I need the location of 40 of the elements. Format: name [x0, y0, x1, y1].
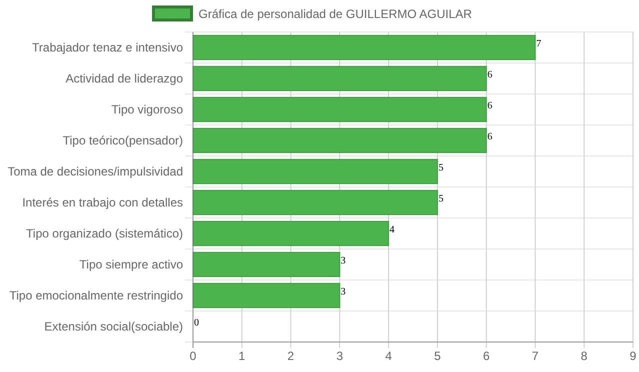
data-label: 6 — [487, 100, 492, 112]
bar — [192, 128, 487, 154]
bar — [192, 190, 438, 216]
y-tick-label: Extensión social(sociable) — [44, 320, 183, 334]
y-tick-label: Trabajador tenaz e intensivo — [32, 40, 184, 54]
data-label: 5 — [438, 194, 444, 204]
y-tick-label: Tipo emocionalmente restringido — [9, 288, 184, 302]
data-label: 7 — [536, 38, 542, 50]
x-tick-label: 6 — [482, 349, 490, 363]
y-tick-label: Tipo siempre activo — [79, 258, 184, 272]
legend-label: Gráfica de personalidad de GUILLERMO AGUILAR — [198, 7, 472, 21]
data-label: 3 — [340, 256, 346, 266]
x-tick-label: 5 — [434, 349, 442, 363]
data-label: 6 — [487, 132, 492, 142]
y-tick-label: Toma de decisiones/impulsividad — [8, 164, 183, 178]
data-label: 3 — [340, 286, 346, 298]
bar — [192, 158, 438, 184]
bar — [192, 34, 536, 60]
data-label: 5 — [438, 162, 444, 174]
y-tick-label: Tipo teórico(pensador) — [62, 134, 184, 148]
data-label: 0 — [194, 318, 199, 328]
y-tick-label: Tipo vigoroso — [111, 102, 184, 116]
bar — [192, 220, 390, 246]
x-tick-label: 2 — [287, 349, 294, 363]
bar — [192, 66, 487, 92]
x-tick-label: 3 — [336, 349, 344, 363]
x-tick-label: 8 — [580, 349, 588, 363]
bar — [192, 96, 487, 122]
x-tick-label: 9 — [630, 349, 637, 363]
bar — [192, 252, 340, 278]
y-tick-label: Tipo organizado (sistemático) — [26, 226, 183, 240]
x-tick-label: 1 — [238, 349, 246, 363]
data-label: 6 — [487, 70, 492, 80]
x-tick-label: 4 — [385, 349, 392, 363]
x-tick-label: 7 — [532, 349, 539, 363]
bar — [192, 282, 340, 308]
data-label: 4 — [390, 224, 395, 236]
x-tick-label: 0 — [190, 349, 197, 363]
y-tick-label: Interés en trabajo con detalles — [22, 196, 183, 210]
y-tick-label: Actividad de liderazgo — [66, 72, 184, 86]
